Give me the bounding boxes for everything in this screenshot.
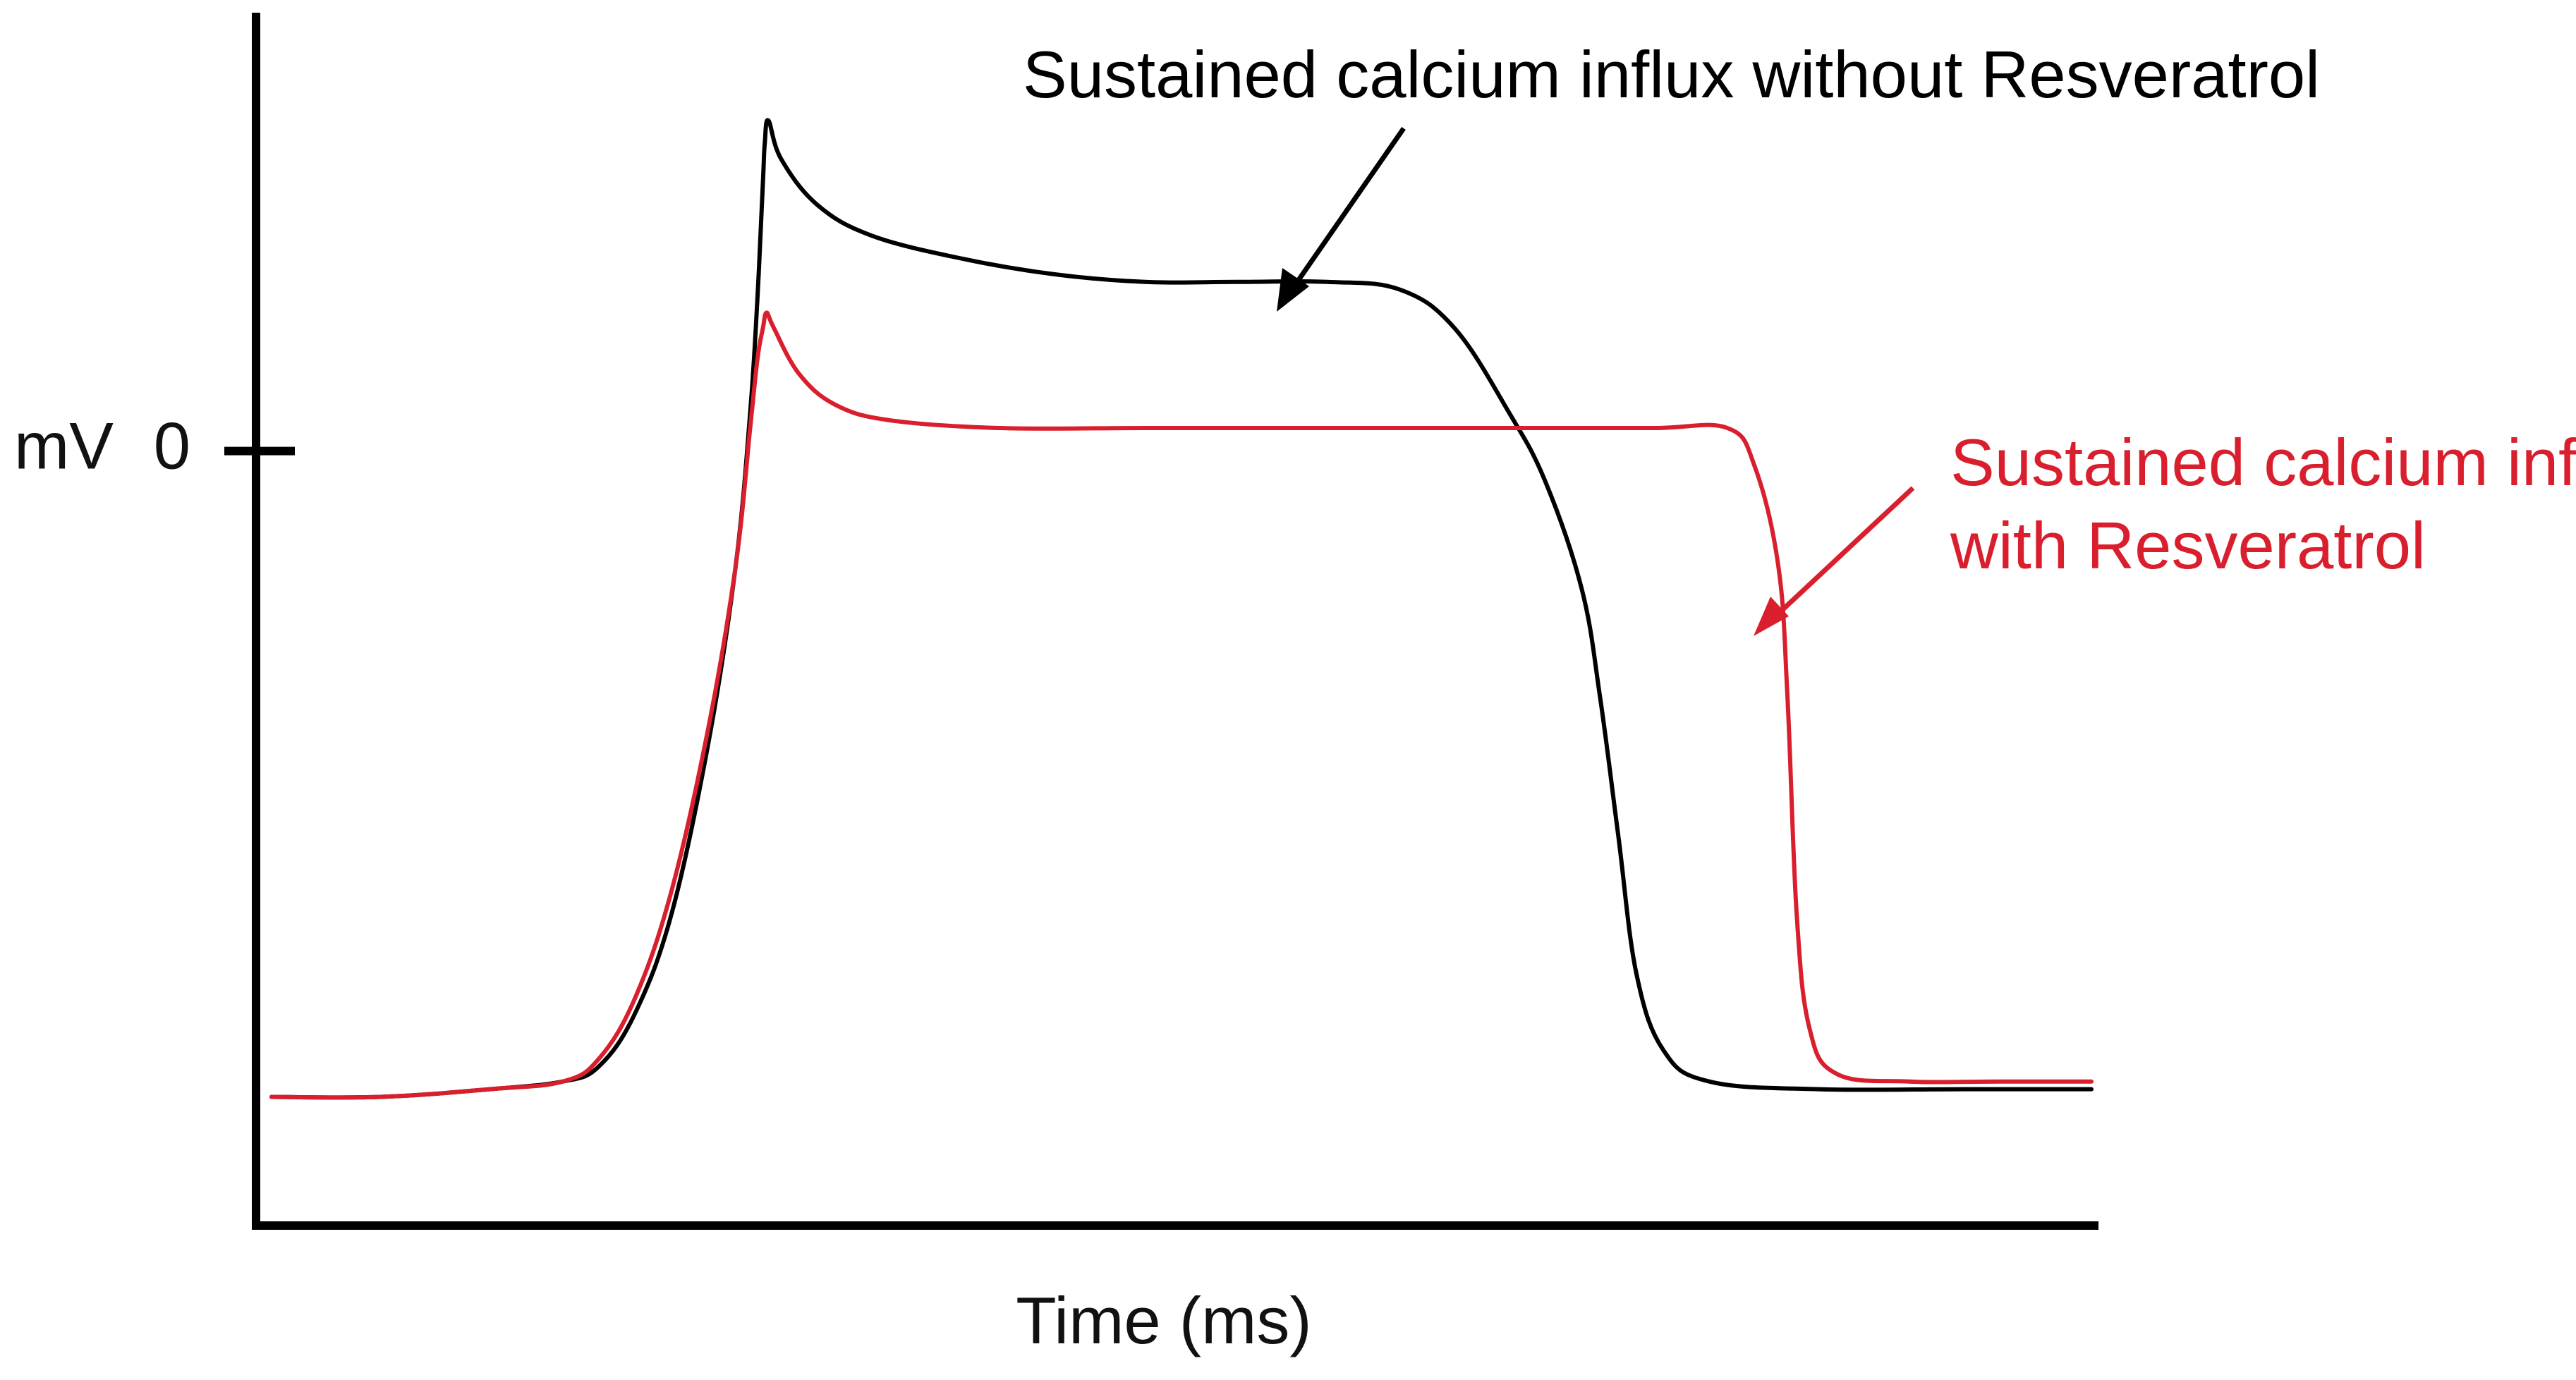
arrow-with-resveratrol (1754, 486, 1915, 636)
annotation-without-resveratrol: Sustained calcium influx without Resvera… (1023, 37, 2320, 111)
series-line-without-resveratrol (269, 118, 2094, 1100)
x-axis-label: Time (ms) (1016, 1283, 1311, 1357)
annotation-with-line-2: with Resveratrol (1950, 508, 2426, 582)
annotation-without-line-1: Sustained calcium influx without Resvera… (1023, 37, 2320, 111)
y-axis-label: mV (14, 409, 114, 483)
y-tick-label: 0 (154, 409, 190, 483)
annotation-with-line-1: Sustained calcium influx (1950, 425, 2576, 499)
annotation-with-resveratrol: Sustained calcium influx with Resveratrol (1950, 425, 2576, 582)
arrow-without-resveratrol (1277, 127, 1406, 312)
series-line-with-resveratrol (269, 310, 2094, 1100)
